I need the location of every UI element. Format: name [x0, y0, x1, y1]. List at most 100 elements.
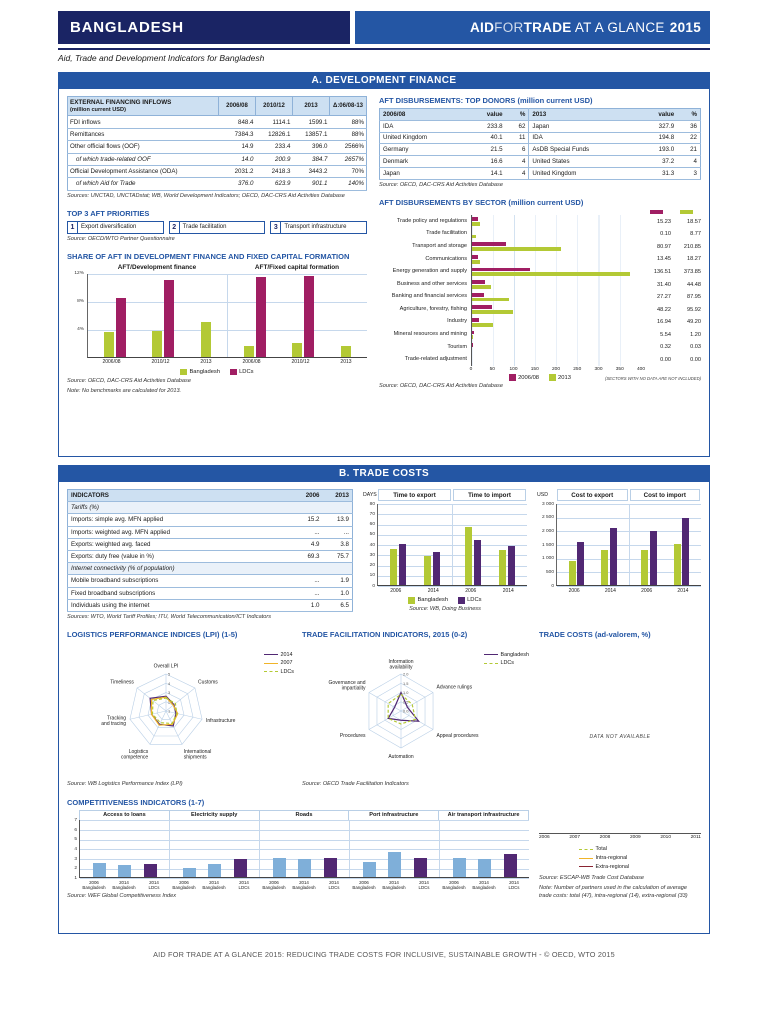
y-tick-label: 5	[74, 837, 77, 843]
cell-value: 1114.1	[255, 115, 293, 129]
tc-years: 2006 2007 2008 2009 2010 2011	[539, 832, 701, 841]
x-tick-label: 2010/12	[151, 359, 170, 366]
cost-chart: USD Cost to export Cost to import 3 000 2…	[537, 489, 701, 622]
bar-label-year: 2014	[149, 879, 159, 885]
section-a-right-column: AFT DISBURSEMENTS: TOP DONORS (million c…	[379, 96, 701, 449]
radar-axis-label: and tracing	[101, 721, 126, 727]
table-row: Germany 21.5 6 AsDB Special Funds 193.0 21	[379, 143, 701, 157]
table-row: Other official flows (OOF) 14.9 233.4 396.0…	[67, 140, 367, 154]
y-tick-label: 2	[74, 866, 77, 872]
cell-value: 2418.3	[255, 165, 293, 179]
section-a-title: A. DEVELOPMENT FINANCE	[58, 72, 710, 89]
radar-tick-label: 5	[168, 671, 170, 676]
group-title: Roads	[258, 810, 349, 821]
bar-ldcs	[413, 858, 427, 878]
tfi-title: TRADE FACILITATION INDICATORS, 2015 (0-2…	[302, 629, 468, 639]
group-title: Port infrastructure	[348, 810, 438, 821]
bar-group	[673, 518, 690, 585]
radar-axis-label: impartiality	[342, 685, 366, 691]
cell-value: United Kingdom	[379, 132, 468, 145]
sector-label: Mineral resources and mining	[393, 331, 467, 338]
bar-label-name: Bangladesh	[442, 885, 466, 891]
chart-panel	[628, 504, 702, 585]
bar-label-year: 2014	[119, 879, 129, 885]
value-2006-08: 31.40	[657, 281, 671, 288]
ldcs-swatch	[230, 368, 237, 376]
donors-title: AFT DISBURSEMENTS: TOP DONORS (million c…	[379, 96, 593, 105]
extra-regional-swatch	[579, 866, 593, 868]
bar-label: 2014 Bangladesh	[109, 880, 139, 891]
column-header: INDICATORS	[67, 489, 293, 503]
bar-group	[390, 544, 406, 585]
bar-bangladesh	[272, 858, 286, 878]
group-header-label: Internet connectivity (% of population)	[67, 562, 353, 576]
sector-legend: 2006/08 2013	[509, 374, 571, 381]
chart-panel	[227, 273, 367, 357]
legend-label: LDCs	[467, 597, 482, 604]
radar-tick-label: 1.0	[403, 690, 409, 695]
bar-label-name: Bangladesh	[382, 885, 406, 891]
bar-group	[568, 541, 585, 585]
cell-value: 2657%	[329, 153, 367, 166]
sector-rows: Trade policy and regulations 15.23 18.57 Tr…	[379, 215, 701, 367]
bar-label-year: 2014	[509, 879, 519, 885]
bar-label-name: LDCs	[418, 885, 430, 891]
section-a-body: EXTERNAL FINANCING INFLOWS (million curre…	[58, 89, 710, 457]
value-2006-08: 0.10	[660, 231, 671, 238]
comp-groups	[80, 820, 529, 878]
sector-note: (SECTORS WITH NO DATA ARE NOT INCLUDED)	[604, 376, 701, 382]
bar-ldcs	[682, 518, 690, 585]
radar-axis-label: Tracking	[107, 715, 126, 721]
2014-swatch	[264, 654, 279, 656]
bar-label: 2014 LDCs	[409, 880, 439, 891]
legend-item: Bangladesh	[408, 597, 448, 604]
bar-label-group: 2006 Bangladesh 2014 Bangladesh 2014 LDCs	[349, 880, 439, 891]
value-2013: 18.57	[687, 218, 701, 225]
donors-table: 2006/08 value% 2013 value% IDA 233.8 62 Japan 3…	[379, 108, 701, 180]
x-tick-label: 0	[469, 367, 473, 373]
row-label: FDI inflows	[67, 115, 219, 129]
value-2006-08: 80.97	[657, 243, 671, 250]
brand-aid: AID	[470, 20, 495, 35]
chart-panel	[88, 274, 227, 357]
bar-label-year: 2006	[89, 879, 99, 885]
brand-trade: TRADE	[523, 20, 572, 35]
radar-tick-label: 0.0	[403, 708, 409, 713]
table-row: Mobile broadband subscriptions... 1.9	[67, 574, 353, 588]
column-header: value	[639, 108, 678, 121]
bar-ldcs	[473, 539, 481, 585]
row-label: of which trade-related OOF	[67, 153, 219, 166]
bar-label-year: 2014	[419, 879, 429, 885]
y-tick-label: 3 000	[541, 501, 554, 507]
chart-panel	[452, 504, 527, 585]
y-tick-label: 10	[369, 573, 375, 579]
radar-tick-label: 1	[168, 708, 170, 713]
legend-item: Bangladesh	[484, 652, 529, 658]
bar-bangladesh	[298, 859, 311, 878]
cost-cats: 2006 2014 2006 2014	[556, 588, 701, 594]
legend-item: Bangladesh	[180, 368, 220, 376]
trade-costs-title: TRADE COSTS (ad-valorem, %)	[539, 629, 651, 639]
y-tick-label: 3	[74, 856, 77, 862]
bar-bangladesh	[200, 321, 211, 357]
sector-axis: 0 50 100 150 200 250 300 350 400	[469, 366, 645, 373]
row-label: of which Aid for Trade	[67, 177, 219, 191]
radar-grid-spoke	[129, 710, 167, 720]
lpi-title: LOGISTICS PERFORMANCE INDICES (LPI) (1-5…	[67, 629, 238, 639]
donors-source: Source: OECD, DAC-CRS Aid Activities Dat…	[379, 182, 503, 189]
page-footer: AID FOR TRADE AT A GLANCE 2015: REDUCING…	[153, 950, 615, 959]
x-tick-label: 2008	[599, 835, 611, 841]
bar-label-group: 2006 Bangladesh 2014 Bangladesh 2014 LDCs	[79, 880, 169, 891]
bar-2006-08	[472, 242, 507, 247]
x-tick-label: 2014	[604, 587, 616, 594]
x-tick-label: 50	[489, 367, 495, 373]
2013-swatch	[549, 374, 556, 381]
radar-axis-label: Appeal procedures	[437, 733, 479, 739]
bar-label-group: 2006 Bangladesh 2014 Bangladesh 2014 LDCs	[259, 880, 349, 891]
cell-value: 11	[505, 132, 529, 145]
cell-value: 901.1	[292, 177, 330, 191]
table-row: of which trade-related OOF 14.0 200.9 384.7…	[67, 153, 367, 166]
table-header-row: EXTERNAL FINANCING INFLOWS (million curre…	[67, 95, 367, 117]
legend-item: LDCs	[484, 660, 514, 666]
priority-rank: 3	[271, 221, 282, 233]
